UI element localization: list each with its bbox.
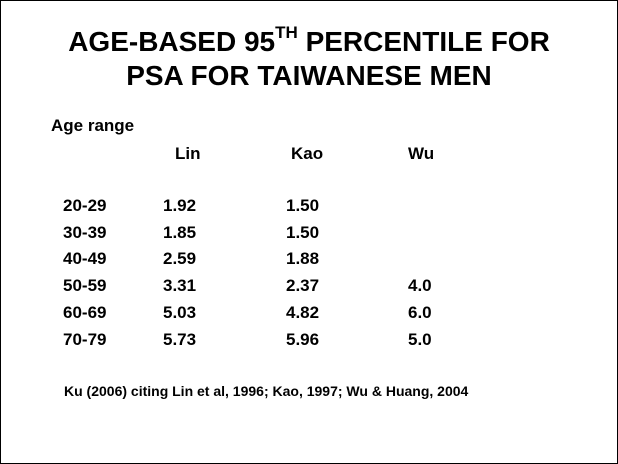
- lin-cell: 5.73: [163, 330, 197, 349]
- wu-cell: 6.0: [408, 303, 432, 322]
- title-line-1-prefix: AGE-BASED 95: [68, 26, 276, 57]
- lin-cell: 1.85: [163, 223, 197, 242]
- citation-footnote: Ku (2006) citing Lin et al, 1996; Kao, 1…: [64, 383, 469, 399]
- age-cell: 60-69: [63, 303, 107, 322]
- age-cell: 30-39: [63, 223, 107, 242]
- kao-cell: 1.88: [286, 249, 320, 268]
- age-cell: 70-79: [63, 330, 107, 349]
- column-header-wu: Wu: [408, 144, 435, 163]
- column-header-lin: Lin: [175, 144, 201, 163]
- title-line-1: AGE-BASED 95TH PERCENTILE FOR: [1, 22, 617, 59]
- title-line-2: PSA FOR TAIWANESE MEN: [126, 60, 492, 91]
- wu-cell: 5.0: [408, 330, 432, 349]
- lin-cell: 3.31: [163, 276, 197, 295]
- lin-cell: 5.03: [163, 303, 197, 322]
- kao-cell: 1.50: [286, 223, 320, 242]
- age-cell: 20-29: [63, 196, 107, 215]
- kao-cell: 4.82: [286, 303, 320, 322]
- kao-cell: 5.96: [286, 330, 320, 349]
- age-cell: 40-49: [63, 249, 107, 268]
- title-superscript: TH: [275, 22, 298, 42]
- wu-cell: 4.0: [408, 276, 432, 295]
- age-cell: 50-59: [63, 276, 107, 295]
- age-range-header: Age range: [51, 116, 135, 135]
- kao-cell: 2.37: [286, 276, 320, 295]
- lin-cell: 1.92: [163, 196, 197, 215]
- title-line-1-suffix: PERCENTILE FOR: [297, 26, 550, 57]
- kao-cell: 1.50: [286, 196, 320, 215]
- lin-cell: 2.59: [163, 249, 197, 268]
- slide-title: AGE-BASED 95TH PERCENTILE FOR PSA FOR TA…: [1, 22, 617, 93]
- column-header-kao: Kao: [291, 144, 324, 163]
